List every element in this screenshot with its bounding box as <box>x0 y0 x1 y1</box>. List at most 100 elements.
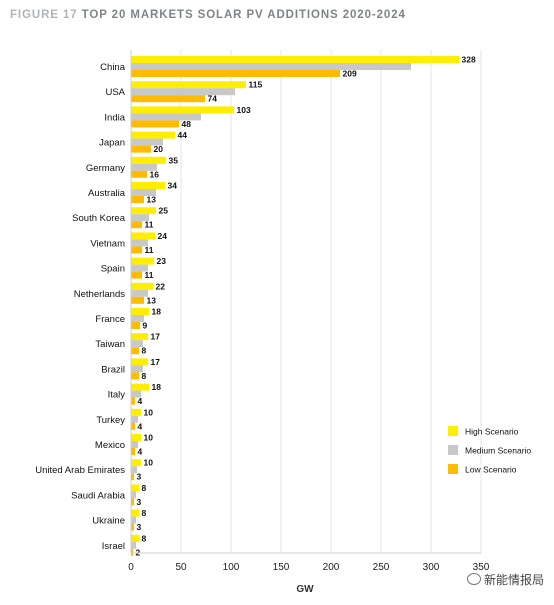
bar-high-scenario-usa <box>131 81 246 89</box>
data-label-low-scenario-israel: 2 <box>136 547 141 557</box>
bar-high-scenario-south-korea <box>131 207 156 215</box>
category-label-turkey: Turkey <box>96 415 125 426</box>
legend: High Scenario Medium Scenario Low Scenario <box>448 426 531 475</box>
wechat-icon <box>466 573 481 585</box>
data-label-low-scenario-netherlands: 13 <box>147 295 157 305</box>
data-label-low-scenario-usa: 74 <box>208 94 218 104</box>
bar-low-scenario-italy <box>131 397 135 405</box>
x-tick-label: 100 <box>223 562 240 573</box>
category-label-brazil: Brazil <box>101 364 125 375</box>
bar-medium-scenario-spain <box>131 264 148 272</box>
bar-high-scenario-israel <box>131 534 139 542</box>
data-label-high-scenario-china: 328 <box>462 55 476 65</box>
bar-medium-scenario-india <box>131 113 201 121</box>
data-label-low-scenario-saudi-arabia: 3 <box>137 497 142 507</box>
bar-high-scenario-united-arab-emirates <box>131 459 141 467</box>
category-label-italy: Italy <box>108 390 126 401</box>
watermark: 新能情报局 <box>466 571 544 588</box>
data-label-high-scenario-germany: 35 <box>169 155 179 165</box>
legend-label-medium-scenario: Medium Scenario <box>465 446 531 456</box>
data-label-high-scenario-france: 18 <box>152 307 162 317</box>
bar-low-scenario-india <box>131 120 179 128</box>
bar-low-scenario-united-arab-emirates <box>131 473 134 481</box>
category-label-netherlands: Netherlands <box>74 289 125 300</box>
data-label-high-scenario-netherlands: 22 <box>156 281 166 291</box>
data-label-low-scenario-ukraine: 3 <box>137 522 142 532</box>
bar-medium-scenario-taiwan <box>131 340 143 348</box>
bar-low-scenario-turkey <box>131 422 135 430</box>
bar-medium-scenario-ukraine <box>131 516 136 524</box>
x-axis-label: GW <box>296 584 314 595</box>
data-label-low-scenario-japan: 20 <box>154 144 164 154</box>
x-tick-label: 150 <box>273 562 290 573</box>
bar-low-scenario-saudi-arabia <box>131 498 134 506</box>
bar-high-scenario-brazil <box>131 358 148 366</box>
category-label-saudi-arabia: Saudi Arabia <box>71 490 126 501</box>
bar-low-scenario-germany <box>131 170 147 178</box>
bar-medium-scenario-south-korea <box>131 214 149 222</box>
figure-title-text: TOP 20 MARKETS SOLAR PV ADDITIONS 2020-2… <box>81 9 406 21</box>
bar-medium-scenario-australia <box>131 189 156 196</box>
category-label-israel: Israel <box>102 541 125 552</box>
category-label-usa: USA <box>105 87 125 98</box>
bar-medium-scenario-united-arab-emirates <box>131 466 137 474</box>
data-label-low-scenario-vietnam: 11 <box>145 245 154 255</box>
data-label-low-scenario-india: 48 <box>182 119 192 129</box>
bar-medium-scenario-saudi-arabia <box>131 491 136 499</box>
legend-label-high-scenario: High Scenario <box>465 427 519 437</box>
bar-high-scenario-italy <box>131 383 149 391</box>
bar-high-scenario-france <box>131 308 149 315</box>
data-label-high-scenario-israel: 8 <box>142 533 147 543</box>
category-label-united-arab-emirates: United Arab Emirates <box>35 465 125 476</box>
bar-medium-scenario-netherlands <box>131 289 148 297</box>
legend-swatch-medium-scenario <box>448 445 458 455</box>
bar-medium-scenario-mexico <box>131 441 138 448</box>
data-label-low-scenario-united-arab-emirates: 3 <box>137 472 142 482</box>
x-tick-label: 350 <box>473 562 490 573</box>
bar-high-scenario-japan <box>131 131 175 139</box>
data-label-low-scenario-australia: 13 <box>147 195 157 205</box>
x-tick-label: 300 <box>423 562 440 573</box>
bar-medium-scenario-japan <box>131 138 163 146</box>
data-label-high-scenario-taiwan: 17 <box>151 332 161 342</box>
bar-high-scenario-taiwan <box>131 333 148 341</box>
bar-medium-scenario-vietnam <box>131 239 148 247</box>
legend-swatch-high-scenario <box>448 426 458 436</box>
category-label-taiwan: Taiwan <box>95 339 125 350</box>
data-label-low-scenario-mexico: 4 <box>138 447 143 457</box>
bar-medium-scenario-china <box>131 63 411 70</box>
data-label-low-scenario-italy: 4 <box>138 396 143 406</box>
bar-low-scenario-brazil <box>131 372 139 380</box>
data-label-high-scenario-turkey: 10 <box>144 407 154 417</box>
bar-high-scenario-india <box>131 106 234 114</box>
x-tick-label: 50 <box>175 562 187 573</box>
bar-low-scenario-taiwan <box>131 347 139 355</box>
bar-medium-scenario-israel <box>131 541 136 549</box>
figure-title: FIGURE 17 TOP 20 MARKETS SOLAR PV ADDITI… <box>10 9 406 21</box>
data-label-low-scenario-germany: 16 <box>150 169 160 179</box>
bar-high-scenario-china <box>131 56 459 63</box>
bar-medium-scenario-italy <box>131 390 141 398</box>
bar-low-scenario-netherlands <box>131 296 144 304</box>
data-label-low-scenario-france: 9 <box>143 321 148 331</box>
data-label-low-scenario-china: 209 <box>343 69 357 79</box>
bar-high-scenario-spain <box>131 257 154 265</box>
x-tick-label: 0 <box>128 562 134 573</box>
data-label-low-scenario-brazil: 8 <box>142 371 147 381</box>
category-labels: China USA India Japan Germany Australia South … <box>35 62 125 552</box>
data-label-high-scenario-brazil: 17 <box>151 357 161 367</box>
category-label-vietnam: Vietnam <box>90 238 125 249</box>
data-label-high-scenario-united-arab-emirates: 10 <box>144 458 154 468</box>
x-axis: 0 50 100 150 200 250 300 350 GW <box>128 50 490 595</box>
bar-high-scenario-turkey <box>131 408 141 416</box>
watermark-text: 新能情报局 <box>483 573 544 587</box>
data-label-high-scenario-saudi-arabia: 8 <box>142 483 147 493</box>
x-tick-label: 250 <box>373 562 390 573</box>
bar-low-scenario-china <box>131 70 340 77</box>
bar-low-scenario-mexico <box>131 448 135 455</box>
bar-low-scenario-france <box>131 322 140 329</box>
data-label-high-scenario-italy: 18 <box>152 382 162 392</box>
data-label-low-scenario-turkey: 4 <box>138 421 143 431</box>
category-label-spain: Spain <box>101 264 125 275</box>
